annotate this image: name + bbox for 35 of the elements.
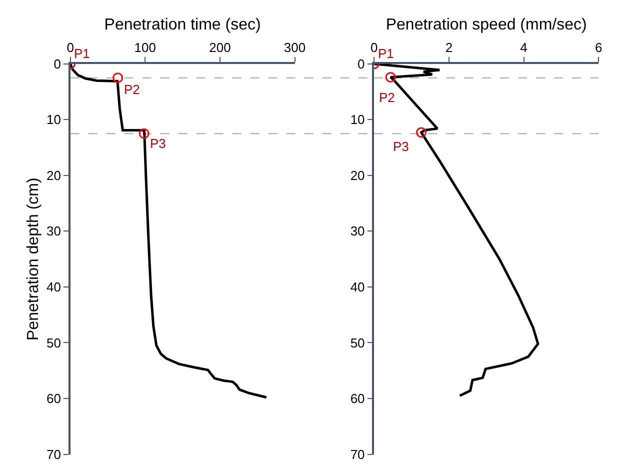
annotation: P2 (124, 82, 140, 97)
x-tick-label: 6 (594, 40, 602, 55)
x-tick-label: 200 (209, 40, 231, 55)
y-tick-label: 0 (358, 56, 365, 72)
y-tick-label: 60 (350, 391, 365, 406)
x-tick-label: 0 (370, 40, 378, 55)
y-tick-label: 60 (46, 391, 61, 406)
annotation: P3 (393, 139, 409, 154)
x-tick-label: 100 (134, 40, 156, 55)
y-tick-label: 10 (350, 112, 365, 128)
y-axis-title: Penetration depth (cm) (24, 178, 42, 340)
annotation: P1 (378, 46, 394, 61)
x-tick-label: 0 (66, 40, 74, 55)
y-tick-label: 20 (350, 168, 365, 183)
annotation: P1 (74, 46, 90, 61)
y-tick-label: 50 (350, 335, 365, 350)
y-tick-label: 70 (350, 446, 365, 462)
x-axis-title: Penetration speed (mm/sec) (386, 16, 587, 34)
y-tick-label: 40 (350, 280, 365, 295)
x-tick-label: 4 (520, 40, 528, 55)
y-tick-label: 30 (46, 224, 61, 239)
y-tick-label: 40 (46, 280, 61, 295)
x-axis-title: Penetration time (sec) (104, 16, 261, 34)
line-series (70, 64, 268, 399)
y-tick-label: 0 (54, 56, 61, 72)
y-tick-label: 20 (46, 168, 61, 183)
y-tick-label: 10 (46, 112, 61, 128)
y-tick-label: 70 (46, 446, 61, 462)
x-tick-label: 2 (445, 40, 453, 55)
x-tick-label: 300 (284, 40, 306, 55)
line-series (374, 64, 540, 397)
annotation: P3 (150, 136, 166, 151)
y-tick-label: 30 (350, 224, 365, 239)
y-tick-label: 50 (46, 335, 61, 350)
annotation: P2 (379, 90, 395, 105)
